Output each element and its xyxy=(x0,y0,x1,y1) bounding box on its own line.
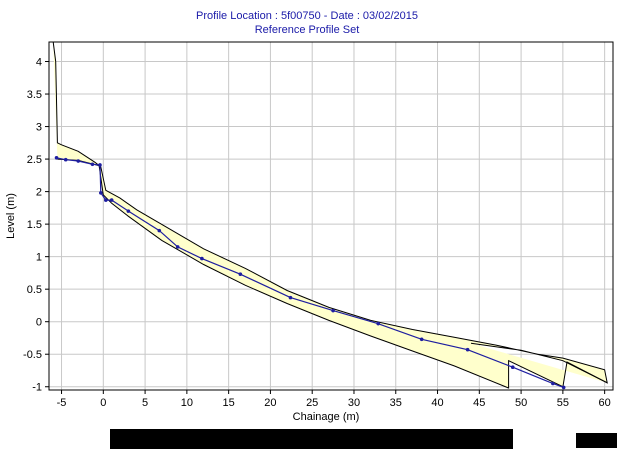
x-axis-ticks: -5 0 5 10 15 20 25 30 35 40 45 50 55 60 xyxy=(57,390,611,409)
x-tick-label-11: 50 xyxy=(515,397,527,409)
y-tick-label-7: 2.5 xyxy=(27,154,42,166)
reference-point-13 xyxy=(288,295,293,300)
reference-point-6 xyxy=(104,198,108,202)
reference-point-20 xyxy=(561,385,566,390)
profile-envelope xyxy=(53,42,608,388)
x-tick-label-1: 0 xyxy=(100,397,106,409)
x-tick-label-0: -5 xyxy=(57,397,67,409)
y-tick-label-8: 3 xyxy=(36,122,42,134)
gridlines xyxy=(49,42,613,390)
reference-point-17 xyxy=(465,347,470,352)
x-tick-label-4: 15 xyxy=(223,397,235,409)
series-markers xyxy=(54,155,566,390)
reference-point-10 xyxy=(175,245,180,249)
reference-point-18 xyxy=(510,365,515,370)
envelope-lower-line xyxy=(57,158,608,389)
reference-point-3 xyxy=(90,162,95,167)
x-tick-label-7: 30 xyxy=(348,397,360,409)
y-tick-label-3: 0.5 xyxy=(27,284,42,296)
reference-point-11 xyxy=(200,256,204,261)
y-tick-label-1: -0.5 xyxy=(23,349,42,361)
redaction-bar-right xyxy=(576,433,617,448)
reference-point-0 xyxy=(54,155,59,160)
chart-title: Profile Location : 5f00750 - Date : 03/0… xyxy=(196,10,418,22)
x-tick-label-3: 10 xyxy=(181,397,193,409)
y-tick-label-2: 0 xyxy=(36,317,42,329)
x-tick-label-5: 20 xyxy=(264,397,276,409)
reference-point-7 xyxy=(109,198,114,202)
x-tick-label-6: 25 xyxy=(306,397,318,409)
y-axis-label: Level (m) xyxy=(5,193,17,239)
x-tick-label-13: 60 xyxy=(599,397,611,409)
reference-point-9 xyxy=(157,228,162,233)
y-tick-label-9: 3.5 xyxy=(27,89,42,101)
x-axis-label: Chainage (m) xyxy=(293,411,360,423)
reference-point-16 xyxy=(419,337,424,342)
reference-point-14 xyxy=(331,308,335,313)
plot-frame xyxy=(48,41,614,391)
y-tick-label-0: -1 xyxy=(32,382,42,394)
x-tick-label-12: 55 xyxy=(557,397,569,409)
redaction-bar-center xyxy=(110,429,513,449)
reference-point-5 xyxy=(99,191,103,195)
y-tick-label-5: 1.5 xyxy=(27,219,42,231)
y-tick-label-6: 2 xyxy=(36,187,42,199)
y-tick-label-10: 4 xyxy=(36,57,42,69)
chart-subtitle: Reference Profile Set xyxy=(255,24,360,36)
x-tick-label-2: 5 xyxy=(142,397,148,409)
y-tick-label-4: 1 xyxy=(36,252,42,264)
envelope-fill xyxy=(53,42,608,388)
reference-point-15 xyxy=(376,321,381,326)
reference-point-2 xyxy=(76,159,81,163)
x-tick-label-8: 35 xyxy=(390,397,402,409)
reference-point-1 xyxy=(63,157,68,162)
x-tick-label-10: 45 xyxy=(473,397,485,409)
envelope-upper-line xyxy=(52,41,608,384)
reference-point-8 xyxy=(126,209,131,213)
y-axis-ticks: -1 -0.5 0 0.5 1 1.5 2 2.5 3 3.5 4 xyxy=(23,57,49,394)
reference-point-19 xyxy=(551,381,555,386)
x-tick-label-9: 40 xyxy=(431,397,443,409)
reference-point-12 xyxy=(238,272,243,277)
reference-point-4 xyxy=(98,163,102,167)
